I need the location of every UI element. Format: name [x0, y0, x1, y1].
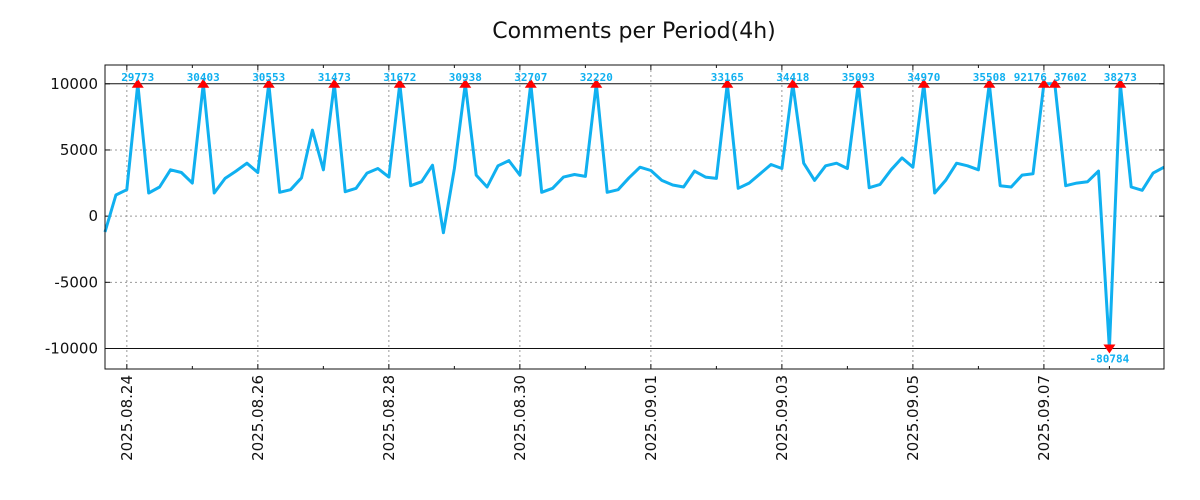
series-line	[103, 82, 1165, 350]
peak-marker	[590, 78, 603, 88]
x-tick-label: 2025.08.28	[380, 375, 398, 461]
axes: 10000 5000 0 -5000 -10000 2025.08.24 2025.08.2…	[45, 65, 1164, 461]
peak-marker	[131, 78, 144, 88]
grid	[105, 65, 1164, 369]
plot-frame	[104, 64, 1165, 370]
x-tick-label: 2025.09.01	[642, 375, 660, 461]
peak-marker	[786, 78, 799, 88]
peak-marker	[1114, 78, 1127, 88]
data-label: 31473	[318, 71, 351, 84]
trough-marker	[1103, 344, 1116, 354]
peak-marker	[983, 78, 996, 88]
y-tick-label: -5000	[54, 273, 98, 291]
data-label: 30553	[252, 71, 285, 84]
markers: 29773 30403 30553 31473 31672 30938 32707 32220…	[121, 71, 1137, 366]
x-tick-label: 2025.08.24	[118, 375, 136, 461]
x-tick-label: 2025.08.26	[249, 375, 267, 461]
data-label: -80784	[1090, 352, 1130, 365]
data-label: 34970	[907, 71, 940, 84]
data-label: 35093	[842, 71, 875, 84]
peak-marker	[721, 78, 734, 88]
y-tick-label: 10000	[50, 75, 98, 93]
data-label: 34418	[776, 71, 809, 84]
data-label: 32220	[580, 71, 613, 84]
chart-title: Comments per Period(4h)	[492, 19, 776, 44]
peak-marker	[262, 78, 275, 88]
data-label: 30403	[187, 71, 220, 84]
data-label: 35508	[973, 71, 1006, 84]
y-tick-label: 5000	[60, 141, 98, 159]
peak-marker	[197, 78, 210, 88]
data-label: 38273	[1104, 71, 1137, 84]
x-tick-label: 2025.09.07	[1035, 375, 1053, 461]
y-tick-label: -10000	[45, 339, 98, 357]
peak-marker	[328, 78, 341, 88]
peak-marker	[917, 78, 930, 88]
peak-marker	[1048, 78, 1061, 88]
data-label: 37602	[1054, 71, 1087, 84]
data-label: 31672	[383, 71, 416, 84]
x-tick-label: 2025.08.30	[511, 375, 529, 461]
data-label: 92176	[1014, 71, 1047, 84]
peak-marker	[524, 78, 537, 88]
data-label: 33165	[711, 71, 744, 84]
y-tick-label: 0	[88, 207, 98, 225]
x-tick-label: 2025.09.05	[904, 375, 922, 461]
peak-marker	[459, 78, 472, 88]
peak-marker	[1037, 78, 1050, 88]
peak-marker	[852, 78, 865, 88]
series	[103, 82, 1165, 350]
peak-marker	[393, 78, 406, 88]
data-label: 29773	[121, 71, 154, 84]
data-label: 32707	[514, 71, 547, 84]
x-tick-label: 2025.09.03	[773, 375, 791, 461]
data-label: 30938	[449, 71, 482, 84]
